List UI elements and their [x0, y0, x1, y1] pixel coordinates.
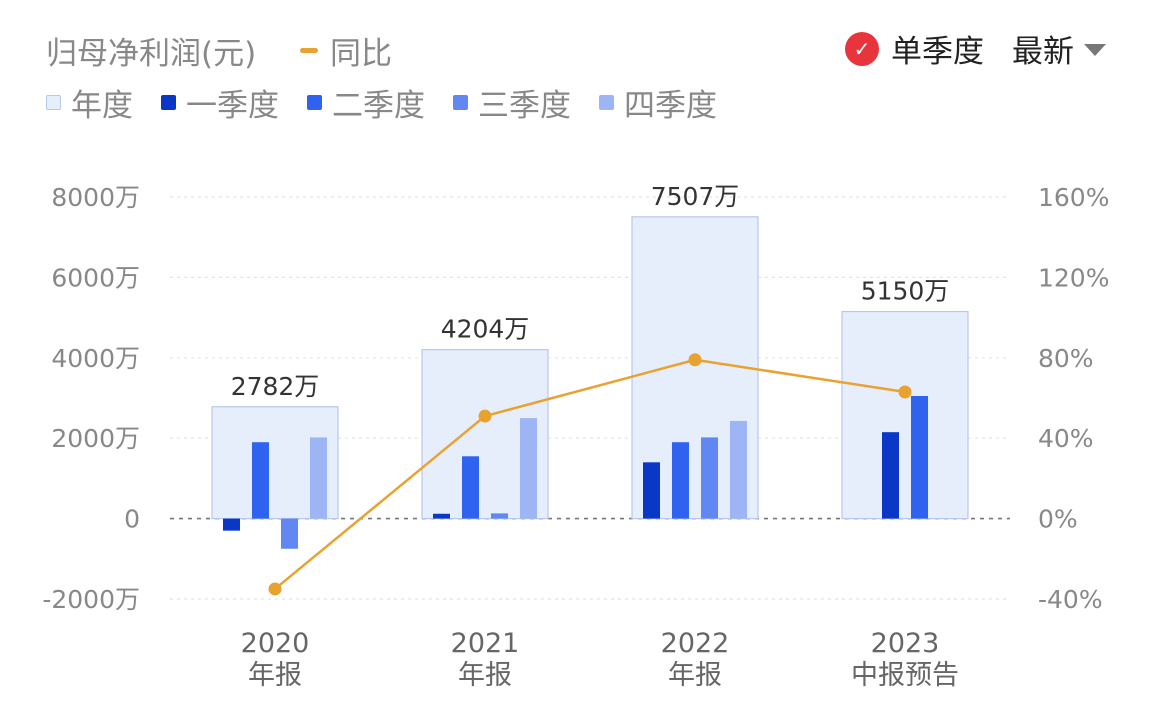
- x-tick-label: 年报: [248, 660, 302, 691]
- legend-item-q2[interactable]: 二季度: [307, 80, 425, 125]
- annual-value-label: 4204万: [441, 315, 530, 344]
- legend-swatch-q4: [599, 95, 614, 110]
- y-left-tick-label: 2000万: [51, 424, 140, 453]
- quarter-bar-3: [281, 518, 298, 549]
- quarter-bar-2: [252, 442, 269, 519]
- quarter-bar-3: [701, 437, 718, 519]
- legend-item-annual[interactable]: 年度: [46, 80, 133, 125]
- legend: 年度 一季度 二季度 三季度 四季度: [46, 80, 717, 125]
- x-tick-label: 2023: [871, 628, 940, 659]
- yoy-line-swatch: [300, 48, 318, 53]
- quarter-bar-1: [433, 513, 450, 519]
- quarter-bar-4: [730, 420, 747, 519]
- annual-bar: [841, 310, 969, 520]
- y-right-tick-label: 0%: [1038, 505, 1078, 534]
- legend-label: 一季度: [186, 88, 279, 124]
- legend-item-q4[interactable]: 四季度: [599, 80, 717, 125]
- quarter-bar-2: [911, 395, 928, 519]
- y-left-tick-label: 6000万: [51, 263, 140, 292]
- legend-label: 三季度: [478, 88, 571, 124]
- quarterly-toggle-label: 单季度: [891, 34, 984, 70]
- legend-item-q1[interactable]: 一季度: [161, 80, 279, 125]
- legend-label: 年度: [71, 88, 133, 124]
- yoy-legend-label: 同比: [330, 36, 392, 72]
- quarterly-toggle[interactable]: ✓ 单季度: [845, 26, 984, 71]
- latest-dropdown-label: 最新: [1012, 34, 1074, 70]
- chart-title: 归母净利润(元): [46, 36, 257, 72]
- yoy-legend: 同比: [300, 28, 392, 73]
- x-tick-label: 中报预告: [851, 660, 959, 691]
- y-right-tick-label: 160%: [1038, 183, 1109, 212]
- legend-swatch-annual: [46, 95, 61, 110]
- latest-dropdown[interactable]: 最新: [1012, 26, 1106, 71]
- x-tick-label: 2021: [451, 628, 520, 659]
- quarter-bar-1: [643, 462, 660, 519]
- y-left-tick-label: 0: [124, 505, 140, 534]
- yoy-point: [478, 409, 492, 423]
- y-right-tick-label: 80%: [1038, 344, 1094, 373]
- yoy-point: [688, 353, 702, 367]
- y-right-tick-label: -40%: [1038, 585, 1103, 614]
- quarter-bar-4: [520, 418, 537, 519]
- y-left-tick-label: 4000万: [51, 344, 140, 373]
- legend-label: 四季度: [624, 88, 717, 124]
- quarter-bar-2: [462, 456, 479, 519]
- quarter-bar-4: [310, 437, 327, 519]
- y-right-tick-label: 40%: [1038, 424, 1094, 453]
- legend-label: 二季度: [332, 88, 425, 124]
- quarter-bar-1: [882, 432, 899, 519]
- y-left-tick-label: 8000万: [51, 183, 140, 212]
- yoy-point: [898, 385, 912, 399]
- caret-down-icon: [1084, 43, 1106, 56]
- yoy-point: [268, 582, 282, 596]
- annual-value-label: 7507万: [651, 182, 740, 211]
- quarter-bar-3: [491, 513, 508, 519]
- y-left-tick-label: -2000万: [42, 585, 140, 614]
- legend-swatch-q1: [161, 95, 176, 110]
- legend-swatch-q2: [307, 95, 322, 110]
- x-tick-label: 2022: [661, 628, 730, 659]
- x-tick-label: 年报: [668, 660, 722, 691]
- header-controls: ✓ 单季度 最新: [845, 26, 1106, 71]
- quarter-bar-1: [223, 518, 240, 531]
- annual-value-label: 5150万: [861, 277, 950, 306]
- yoy-line: [274, 358, 906, 590]
- quarter-bar-2: [672, 442, 689, 519]
- x-tick-label: 年报: [458, 660, 512, 691]
- check-icon: ✓: [845, 31, 879, 66]
- y-right-tick-label: 120%: [1038, 263, 1109, 292]
- legend-item-q3[interactable]: 三季度: [453, 80, 571, 125]
- legend-swatch-q3: [453, 95, 468, 110]
- annual-value-label: 2782万: [231, 372, 320, 401]
- x-tick-label: 2020: [241, 628, 310, 659]
